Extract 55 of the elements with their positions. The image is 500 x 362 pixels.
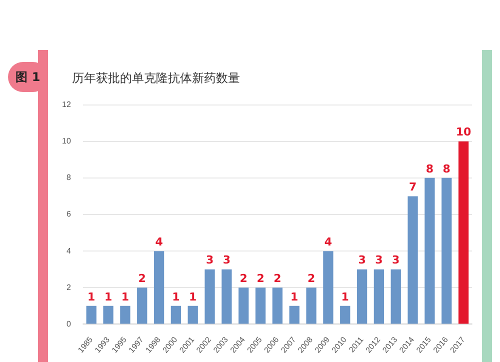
y-tick-label: 6 xyxy=(66,210,72,219)
data-label: 3 xyxy=(375,254,383,267)
data-label: 10 xyxy=(456,126,472,139)
data-label: 2 xyxy=(138,272,146,285)
bar xyxy=(374,269,384,324)
data-label: 1 xyxy=(104,290,112,304)
bar xyxy=(120,306,130,324)
data-label: 1 xyxy=(172,290,180,304)
bar xyxy=(103,306,114,324)
data-label: 3 xyxy=(222,254,231,267)
bar xyxy=(86,306,96,324)
bar xyxy=(306,288,316,324)
caption: 图 1 xyxy=(8,62,48,92)
bar xyxy=(458,141,469,324)
bar xyxy=(222,269,232,324)
bar xyxy=(442,178,452,324)
chart-title: 历年获批的单克隆抗体新药数量 xyxy=(72,70,240,87)
bar xyxy=(340,306,350,324)
data-label: 2 xyxy=(274,272,282,285)
data-label: 3 xyxy=(392,254,400,267)
data-label: 3 xyxy=(358,254,366,267)
data-label: 3 xyxy=(206,254,214,267)
y-tick-label: 4 xyxy=(66,246,72,256)
y-tick-label: 0 xyxy=(66,319,72,328)
y-tick-label: 10 xyxy=(62,136,72,146)
data-label: 1 xyxy=(290,290,298,304)
bar xyxy=(188,306,198,324)
bar xyxy=(424,178,435,324)
bar xyxy=(154,251,164,324)
data-label: 1 xyxy=(121,290,130,304)
bar xyxy=(272,288,283,324)
bar xyxy=(170,306,182,324)
bar xyxy=(356,269,368,324)
data-label: 7 xyxy=(408,180,417,194)
bar xyxy=(289,306,300,324)
bar xyxy=(137,288,148,324)
data-label: 1 xyxy=(341,290,349,304)
data-label: 8 xyxy=(442,162,450,176)
bar xyxy=(390,269,401,324)
bar xyxy=(238,288,249,324)
data-label: 2 xyxy=(256,272,264,285)
bar xyxy=(408,196,418,324)
bar xyxy=(255,288,266,324)
y-tick-label: 2 xyxy=(66,282,72,292)
data-label: 2 xyxy=(240,272,248,285)
data-label: 2 xyxy=(307,272,316,285)
data-label: 1 xyxy=(88,290,96,304)
bar xyxy=(323,251,334,324)
y-tick-label: 12 xyxy=(62,100,72,110)
y-tick-label: 8 xyxy=(66,173,72,182)
data-label: 4 xyxy=(324,235,332,248)
data-label: 4 xyxy=(155,235,164,248)
data-label: 8 xyxy=(426,162,434,176)
bar xyxy=(204,269,215,324)
data-label: 1 xyxy=(189,290,197,304)
